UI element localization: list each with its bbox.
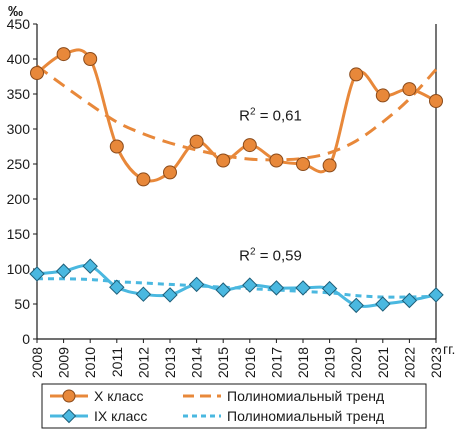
series-x-class-point: [402, 82, 417, 97]
x-tick-label: 2010: [82, 347, 98, 378]
series-ix-class-point: [188, 276, 205, 293]
series-x-class-point: [83, 52, 98, 66]
series-x-class-point: [322, 158, 337, 173]
y-tick-label: 100: [7, 261, 31, 277]
y-tick-label: 250: [7, 156, 31, 172]
chart-annotations: R2 = 0,61 R2 = 0,59: [239, 107, 302, 265]
series-ix-class-point: [82, 258, 98, 274]
x-tick-label: 2017: [268, 347, 284, 378]
series-x-class-point: [216, 153, 231, 168]
series-ix-class-point: [242, 277, 258, 293]
y-tick-label: 150: [7, 226, 31, 242]
x-tick-label: 2019: [322, 347, 338, 378]
legend-label: Полиномиальный тренд: [227, 408, 384, 424]
series-ix-class-point: [109, 279, 125, 295]
y-unit-label: ‰: [8, 3, 23, 20]
legend-box: [41, 383, 427, 429]
series-x-class-point: [30, 66, 44, 80]
y-tick-label: 0: [22, 331, 30, 347]
series-x-class-line: [36, 48, 437, 183]
legend-diamond-marker: [61, 408, 77, 424]
series-x-class-point: [109, 139, 124, 154]
x-tick-label: 2009: [56, 347, 72, 378]
x-tick-label: 2012: [135, 347, 151, 378]
x-tick-label: 2008: [29, 347, 45, 378]
y-tick-label: 300: [7, 121, 31, 137]
series-x-class-point: [189, 134, 204, 149]
series-x-class-point: [375, 88, 390, 103]
x-tick-label: 2021: [375, 347, 391, 378]
r-squared-label: R2 = 0,59: [239, 247, 302, 265]
series-ix-class-point: [268, 280, 285, 296]
legend-circle-marker: [62, 389, 76, 403]
legend-label: IX класс: [94, 408, 147, 424]
series-ix-class-point: [29, 266, 45, 282]
x-tick-label: 2020: [348, 347, 364, 378]
legend-label: X класс: [94, 388, 143, 404]
y-tick-label: 400: [7, 51, 31, 67]
x-tick-label: 2018: [295, 347, 311, 378]
series-x-class-point: [136, 172, 151, 187]
x-tick-label: 2011: [109, 347, 125, 377]
series-x-class-point: [296, 157, 310, 171]
series-ix-class-point: [375, 296, 391, 312]
series-ix-class-point: [321, 280, 338, 297]
legend-label: Полиномиальный тренд: [227, 388, 384, 404]
chart-axes: 0 50 100 150 200 250 300 350 400 450‰ 2008 2009 2010…: [7, 3, 456, 378]
y-tick-label: 50: [14, 296, 30, 312]
x-tick-label: 2015: [215, 347, 231, 378]
series-ix-class-point: [295, 280, 311, 296]
trend-x-class-line: [36, 64, 438, 162]
x-tick-label: 2013: [162, 347, 178, 378]
x-unit-label: гг.: [443, 341, 455, 357]
r-squared-label: R2 = 0,61: [239, 107, 302, 125]
x-tick-label: 2023: [428, 347, 444, 378]
series-ix-class-line: [36, 264, 437, 308]
series-ix-class-point: [348, 297, 364, 314]
series-x-class-point: [242, 138, 257, 153]
series-x-class-point: [269, 153, 284, 168]
series-ix-class-point: [428, 287, 444, 303]
series-ix-class-point: [162, 287, 178, 303]
series-ix-class-point: [401, 292, 418, 309]
series-ix-class-point: [215, 282, 231, 298]
chart-legend: X класс Полиномиальный тренд IX класс Полин…: [41, 383, 427, 429]
x-tick-label: 2022: [401, 347, 417, 378]
y-tick-label: 450: [7, 16, 31, 32]
x-tick-label: 2016: [242, 347, 258, 378]
series-x-class-point: [56, 47, 71, 62]
series-x-class-point: [429, 94, 443, 108]
y-tick-label: 200: [7, 191, 31, 207]
series-ix-class-point: [135, 286, 152, 302]
series-x-class-point: [349, 67, 364, 82]
chart-series: [29, 47, 444, 314]
y-tick-label: 350: [7, 86, 31, 102]
series-x-class-point: [163, 165, 177, 180]
series-ix-class-point: [55, 263, 72, 279]
x-tick-label: 2014: [189, 347, 205, 378]
